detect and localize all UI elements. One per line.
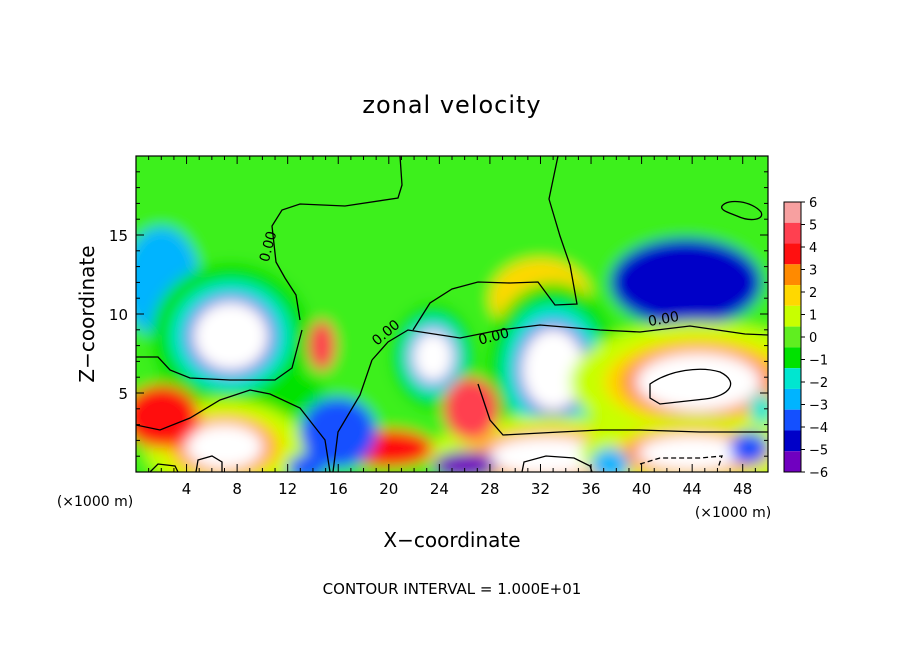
y-tick-label: 15 [109, 227, 128, 245]
colorbar-label: 0 [809, 331, 817, 346]
colorbar-swatch [784, 347, 801, 369]
contour-label: 0.00 [257, 229, 281, 263]
x-axis-label: X−coordinate [383, 528, 520, 552]
zero-contour-top-right [412, 156, 578, 331]
colorbar-swatch [784, 430, 801, 452]
field-core [521, 328, 585, 411]
colorbar-swatch [784, 451, 801, 472]
velocity-field [136, 156, 768, 472]
x-tick-label: 4 [182, 480, 192, 498]
x-tick-label: 40 [632, 480, 651, 498]
zero-contour-lower-right [477, 383, 768, 436]
field-blob [730, 432, 768, 465]
colorbar-label: 2 [809, 286, 817, 301]
colorbar-swatch [784, 368, 801, 389]
y-tick-label: 5 [118, 385, 128, 403]
colorbar: 6 5 4 3 2 1 0 −1 −2 −3 −4 −5 −6 [783, 196, 828, 481]
x-tick-label: 32 [531, 480, 550, 498]
x-tick-label: 44 [683, 480, 702, 498]
contour-inner-right [649, 368, 732, 405]
colorbar-swatch [784, 409, 801, 431]
x-axis: 4 8 12 16 20 24 28 32 36 40 44 48 [148, 156, 756, 498]
colorbar-label: −5 [809, 444, 828, 459]
colorbar-label: 4 [809, 241, 817, 256]
x-tick-label: 36 [581, 480, 600, 498]
x-tick-label: 24 [430, 480, 449, 498]
contour-small-mid [149, 463, 179, 472]
x-tick-label: 12 [278, 480, 297, 498]
x-unit-right: (×1000 m) [695, 505, 771, 521]
colorbar-label: −4 [809, 421, 828, 436]
colorbar-label: −3 [809, 399, 828, 414]
colorbar-swatch [784, 305, 801, 327]
zero-contour-center [371, 324, 768, 361]
colorbar-swatch [784, 202, 801, 223]
zero-contour-top-right-ellipse [721, 200, 763, 221]
field-blob [749, 393, 768, 425]
contour-bottom-mid [521, 455, 593, 472]
field-blob [443, 377, 499, 441]
contour-interval-note: CONTOUR INTERVAL = 1.000E+01 [323, 580, 582, 598]
colorbar-label: 5 [809, 219, 817, 234]
colorbar-label: −1 [809, 354, 828, 369]
colorbar-label: 3 [809, 264, 817, 279]
x-tick-label: 16 [329, 480, 348, 498]
colorbar-label: 6 [809, 196, 817, 211]
field-blob [591, 448, 629, 472]
y-tick-label: 10 [109, 306, 128, 324]
colorbar-swatch [784, 243, 801, 265]
colorbar-label: −2 [809, 376, 828, 391]
x-unit-left: (×1000 m) [57, 494, 133, 510]
x-tick-label: 20 [379, 480, 398, 498]
field-core [637, 353, 760, 411]
chart-title: zonal velocity [362, 91, 541, 119]
field-blob [433, 451, 497, 472]
x-tick-label: 28 [480, 480, 499, 498]
colorbar-label: 1 [809, 309, 817, 324]
colorbar-swatch [784, 326, 801, 348]
field-blob [307, 320, 336, 371]
contour-label: 0.00 [477, 325, 511, 349]
field-blob [287, 454, 326, 472]
colorbar-label: −6 [809, 466, 828, 481]
contour-label: 0.00 [647, 309, 680, 330]
x-tick-label: 8 [232, 480, 242, 498]
field-core [412, 331, 454, 382]
zero-contour-lower-mid [332, 359, 373, 472]
field-blob [136, 385, 200, 449]
y-axis-label: Z−coordinate [75, 245, 99, 382]
zero-contours [136, 156, 768, 472]
field-blob [610, 238, 762, 327]
contour-bottom-left [195, 455, 223, 472]
colorbar-swatch [784, 388, 801, 410]
field-core [639, 435, 746, 471]
field-core [489, 437, 604, 472]
field-core [192, 301, 269, 371]
plot-area: 0.000.00 0.000.00 [136, 156, 768, 472]
zero-contour-lower-left [136, 389, 331, 472]
x-tick-label: 48 [733, 480, 752, 498]
colorbar-swatch [784, 285, 801, 306]
contour-bottom-right-dashed [639, 455, 723, 469]
zero-contour-mid [136, 329, 303, 381]
colorbar-swatch [784, 264, 801, 286]
colorbar-swatch [784, 222, 801, 244]
y-axis: 5 10 15 [109, 171, 768, 457]
zero-contour-upper [271, 156, 403, 321]
